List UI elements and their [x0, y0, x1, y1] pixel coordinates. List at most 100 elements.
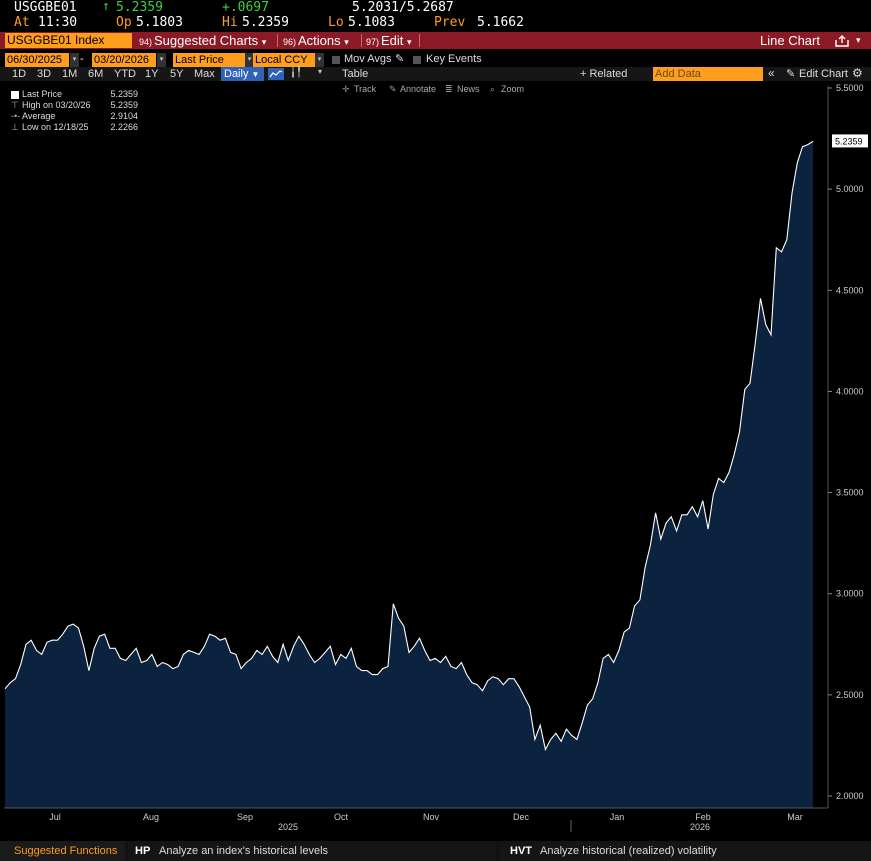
x-tick-label: Aug — [143, 812, 159, 822]
menu-divider — [361, 34, 362, 47]
export-icon[interactable] — [835, 32, 849, 49]
add-data-placeholder: Add Data — [655, 68, 701, 80]
actions-menu[interactable]: 96) Actions ▾ — [283, 32, 349, 49]
x-tick-label: Sep — [237, 812, 253, 822]
track-tool[interactable]: Track — [354, 84, 377, 94]
chart-area[interactable]: ✛ Track ✎ Annotate ≣ News ⌕ Zoom 2.0000 2… — [0, 82, 871, 840]
up-arrow-icon: ↑ — [102, 0, 110, 14]
edit-label: Edit — [381, 33, 404, 48]
prev-label: Prev — [434, 15, 466, 30]
prev-value: 5.1662 — [477, 15, 524, 30]
x-tick-label: Jul — [49, 812, 61, 822]
y-tick-label: 2.0000 — [836, 791, 864, 801]
key-events-checkbox[interactable] — [413, 56, 421, 64]
function-hp[interactable]: HP Analyze an index's historical levels — [128, 841, 496, 861]
high-label: Hi — [222, 15, 238, 30]
suggested-charts-num: 94) — [139, 37, 153, 47]
pencil-icon[interactable]: ✎ — [395, 53, 405, 65]
security-field[interactable]: USGGBE01 Index — [5, 33, 132, 48]
suggested-functions-label: Suggested Functions — [14, 845, 118, 857]
legend-row: ⊤ High on 03/20/26 5.2359 — [11, 100, 141, 111]
function-hvt[interactable]: HVT Analyze historical (realized) volati… — [500, 841, 871, 861]
range-1y-button[interactable]: 1Y — [145, 68, 159, 80]
legend-label: Average — [22, 111, 56, 121]
add-data-input[interactable]: Add Data — [653, 67, 763, 81]
x-tick-label: Jan — [610, 812, 625, 822]
dropdown-arrow-icon[interactable]: ▾ — [315, 53, 324, 67]
suggested-charts-label: Suggested Charts — [154, 33, 259, 48]
y-tick-label: 4.5000 — [836, 285, 864, 295]
legend-row: ⊥ Low on 12/18/25 2.2266 — [11, 122, 141, 133]
dropdown-arrow-icon: ▾ — [344, 37, 349, 47]
range-max-button[interactable]: Max — [194, 68, 215, 80]
low-label: Lo — [328, 15, 344, 30]
x-tick-label: Feb — [695, 812, 711, 822]
field-select[interactable]: Last Price — [173, 53, 245, 67]
last-value-marker: 5.2359 — [832, 134, 868, 148]
annotate-tool[interactable]: Annotate — [400, 84, 436, 94]
end-date-field[interactable]: 03/20/2026 — [92, 53, 156, 67]
dropdown-arrow-icon[interactable]: ▾ — [318, 67, 323, 76]
high-value: 5.2359 — [242, 15, 289, 30]
frequency-select[interactable]: Daily ▼ — [221, 67, 264, 81]
x-year-label: 2025 — [278, 822, 298, 832]
chart-legend[interactable]: Last Price 5.2359 ⊤ High on 03/20/26 5.23… — [7, 86, 141, 138]
pencil-icon[interactable]: ✎ — [786, 68, 796, 80]
news-tool[interactable]: News — [457, 84, 480, 94]
collapse-icon[interactable]: « — [768, 66, 775, 80]
range-6m-button[interactable]: 6M — [88, 68, 104, 80]
legend-row: -•- Average 2.9104 — [11, 111, 141, 122]
price-chart[interactable]: ✛ Track ✎ Annotate ≣ News ⌕ Zoom 2.00002… — [0, 82, 871, 840]
dropdown-arrow-icon[interactable]: ▾ — [856, 35, 861, 45]
table-button[interactable]: Table — [342, 68, 369, 80]
last-value-label: 5.2359 — [835, 136, 863, 146]
calendar-dropdown-icon[interactable]: ▾ — [70, 53, 79, 67]
calendar-dropdown-icon[interactable]: ▾ — [157, 53, 166, 67]
chart-type-menu[interactable]: Line Chart — [760, 32, 820, 49]
legend-value: 5.2359 — [110, 100, 138, 110]
bar-chart-icon[interactable]: ╽╿ — [290, 67, 303, 78]
date-range-dash: - — [80, 53, 84, 65]
annotate-icon[interactable]: ✎ — [389, 84, 397, 94]
track-icon[interactable]: ✛ — [342, 84, 350, 94]
currency-select[interactable]: Local CCY — [253, 53, 315, 67]
mov-avgs-checkbox[interactable] — [332, 56, 340, 64]
x-axis: Jul Aug Sep Oct Nov Dec Jan Feb Mar 2025 2026 — [49, 812, 803, 832]
legend-label: Last Price — [22, 89, 63, 99]
related-data-button[interactable]: + Related Data — [580, 68, 628, 80]
line-chart-icon[interactable] — [268, 68, 284, 80]
quote-stats: At 11:30 Op 5.1803 Hi 5.2359 Lo 5.1083 P… — [0, 15, 871, 31]
suggested-charts-menu[interactable]: 94) Suggested Charts ▾ — [139, 32, 266, 49]
zoom-icon[interactable]: ⌕ — [490, 84, 495, 94]
y-axis: 2.0000 2.5000 3.0000 3.5000 4.0000 4.5000 5.00… — [828, 83, 864, 801]
menu-divider — [419, 34, 420, 47]
range-3d-button[interactable]: 3D — [37, 68, 52, 80]
legend-label: High on 03/20/26 — [22, 100, 91, 110]
gear-icon[interactable]: ⚙ — [852, 66, 863, 80]
edit-num: 97) — [366, 37, 380, 47]
start-date-field[interactable]: 06/30/2025 — [5, 53, 69, 67]
function-desc: Analyze an index's historical levels — [159, 845, 329, 857]
legend-label: Low on 12/18/25 — [22, 122, 89, 132]
range-5y-button[interactable]: 5Y — [170, 68, 184, 80]
news-icon[interactable]: ≣ — [445, 84, 453, 94]
range-1d-button[interactable]: 1D — [12, 68, 27, 80]
x-tick-label: Mar — [787, 812, 803, 822]
frequency-label: Daily — [224, 68, 249, 80]
range-ytd-button[interactable]: YTD — [114, 68, 136, 80]
low-marker-icon: ⊥ — [11, 122, 19, 132]
edit-chart-button[interactable]: Edit Chart — [799, 68, 848, 80]
x-tick-label: Dec — [513, 812, 530, 822]
low-value: 5.1083 — [348, 15, 395, 30]
dropdown-arrow-icon: ▾ — [261, 37, 267, 47]
dropdown-arrow-icon[interactable]: ▾ — [245, 53, 254, 67]
chart-tools: ✛ Track ✎ Annotate ≣ News ⌕ Zoom — [342, 84, 524, 94]
ticker-label: USGGBE01 — [14, 0, 77, 15]
suggested-functions-tab[interactable]: Suggested Functions — [0, 841, 125, 861]
actions-num: 96) — [283, 37, 297, 47]
zoom-tool[interactable]: Zoom — [501, 84, 524, 94]
edit-menu[interactable]: 97) Edit ▾ — [366, 32, 412, 49]
range-1m-button[interactable]: 1M — [62, 68, 78, 80]
average-marker-icon: -•- — [11, 111, 21, 121]
quote-header: USGGBE01 ↑ 5.2359 +.0697 5.2031/5.2687 — [0, 0, 871, 15]
